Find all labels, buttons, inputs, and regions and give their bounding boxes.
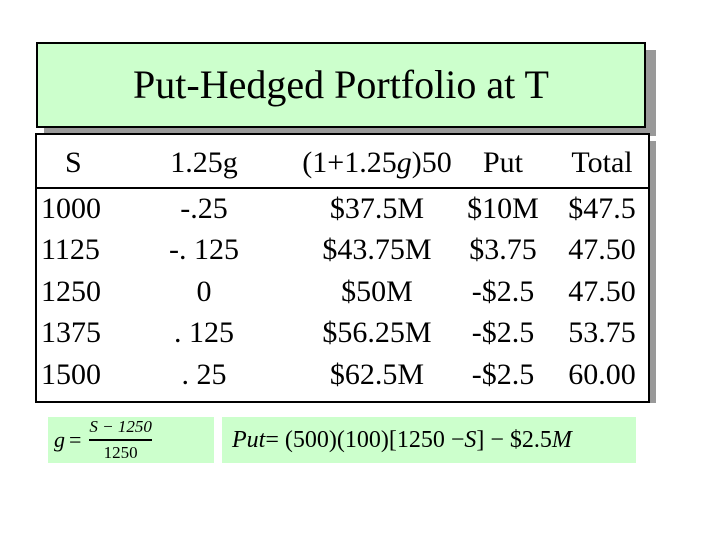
cell-put: $10M	[467, 192, 539, 225]
cell-s: 1000	[41, 192, 101, 225]
cell-s: 1375	[41, 316, 101, 349]
header-put: Put	[482, 146, 524, 179]
put-formula: Put = (500)(100)[1250 − S] − $2.5 M	[222, 417, 636, 463]
cell-growth: -. 125	[169, 233, 239, 266]
cell-total: $47.5	[568, 192, 636, 225]
table-header-row: S 1.25g (1+1.25g)50 Put Total	[37, 143, 648, 183]
table-shadow	[650, 141, 656, 403]
formula-g-lhs: g	[54, 427, 65, 452]
table-row: 1500 . 25 $62.5M -$2.5 60.00	[37, 355, 648, 395]
cell-portfolio-value: $62.5M	[329, 358, 425, 391]
formula-put-unit: M	[551, 426, 572, 453]
fraction-bar	[89, 439, 152, 441]
cell-growth: -.25	[180, 192, 228, 225]
header-s: S	[65, 146, 82, 179]
header-growth: 1.25g	[170, 146, 238, 179]
header-divider	[37, 187, 648, 189]
cell-growth: . 25	[181, 358, 227, 391]
cell-total: 47.50	[568, 233, 636, 266]
header-portfolio-value: (1+1.25g)50	[302, 146, 452, 179]
formula-g-fraction: S − 1250 1250	[89, 417, 152, 463]
cell-portfolio-value: $50M	[341, 275, 413, 308]
cell-total: 53.75	[568, 316, 636, 349]
title-box: Put-Hedged Portfolio at T	[36, 42, 646, 128]
cell-growth: 0	[196, 275, 212, 308]
cell-portfolio-value: $37.5M	[329, 192, 425, 225]
table-row: 1375 . 125 $56.25M -$2.5 53.75	[37, 313, 648, 353]
header-total: Total	[571, 146, 633, 179]
cell-portfolio-value: $43.75M	[322, 233, 432, 266]
formula-g-numerator: S − 1250	[89, 417, 152, 437]
cell-portfolio-value: $56.25M	[322, 316, 432, 349]
cell-put: -$2.5	[471, 275, 535, 308]
portfolio-table: S 1.25g (1+1.25g)50 Put Total 1000 -.25 …	[35, 133, 656, 403]
growth-formula: g = S − 1250 1250	[48, 417, 214, 463]
cell-s: 1500	[41, 358, 101, 391]
cell-total: 47.50	[568, 275, 636, 308]
table-row: 1250 0 $50M -$2.5 47.50	[37, 272, 648, 312]
cell-put: $3.75	[469, 233, 537, 266]
formula-put-rhs: = (500)(100)[1250 −	[265, 426, 465, 453]
cell-growth: . 125	[174, 316, 234, 349]
cell-s: 1125	[41, 233, 100, 266]
table-row: 1000 -.25 $37.5M $10M $47.5	[37, 189, 648, 229]
cell-put: -$2.5	[471, 358, 535, 391]
cell-total: 60.00	[568, 358, 636, 391]
cell-put: -$2.5	[471, 316, 535, 349]
formula-put-tail: ] − $2.5	[476, 426, 552, 453]
formula-g-equals: =	[69, 427, 82, 452]
table-row: 1125 -. 125 $43.75M $3.75 47.50	[37, 230, 648, 270]
cell-s: 1250	[41, 275, 101, 308]
formula-put-lhs: Put	[232, 426, 266, 453]
formula-put-var: S	[464, 426, 477, 453]
page-title: Put-Hedged Portfolio at T	[133, 62, 549, 107]
formula-g-denominator: 1250	[103, 442, 138, 462]
